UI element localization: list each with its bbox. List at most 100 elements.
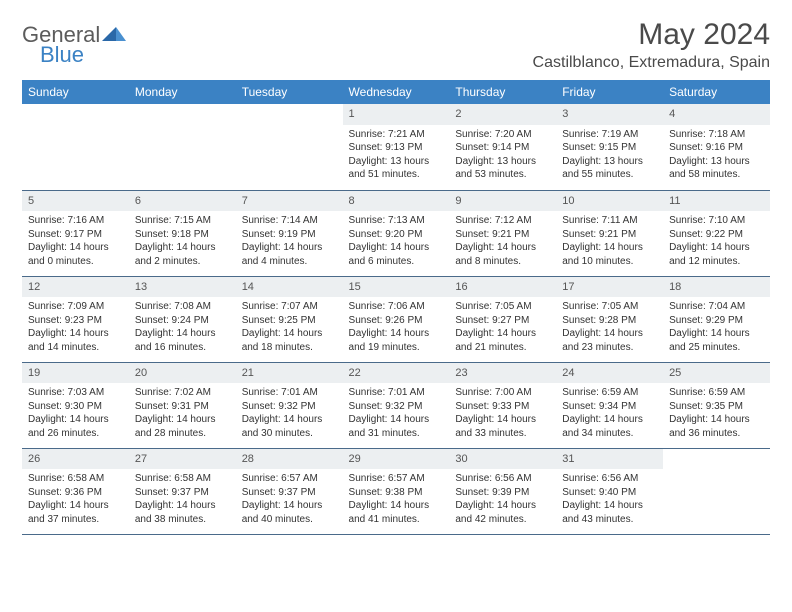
sunset-text: Sunset: 9:20 PM: [349, 228, 444, 242]
sunrise-text: Sunrise: 7:10 AM: [669, 214, 764, 228]
daylight-text-2: and 53 minutes.: [455, 168, 550, 182]
daylight-text-1: Daylight: 14 hours: [562, 413, 657, 427]
calendar-day-cell: 30Sunrise: 6:56 AMSunset: 9:39 PMDayligh…: [449, 448, 556, 534]
calendar-day-cell: 21Sunrise: 7:01 AMSunset: 9:32 PMDayligh…: [236, 362, 343, 448]
calendar-day-cell: 6Sunrise: 7:15 AMSunset: 9:18 PMDaylight…: [129, 190, 236, 276]
sunset-text: Sunset: 9:25 PM: [242, 314, 337, 328]
daylight-text-1: Daylight: 14 hours: [28, 327, 123, 341]
sunrise-text: Sunrise: 7:07 AM: [242, 300, 337, 314]
daylight-text-2: and 19 minutes.: [349, 341, 444, 355]
daylight-text-2: and 28 minutes.: [135, 427, 230, 441]
daylight-text-1: Daylight: 14 hours: [562, 241, 657, 255]
calendar-day-cell: 4Sunrise: 7:18 AMSunset: 9:16 PMDaylight…: [663, 104, 770, 190]
sunset-text: Sunset: 9:36 PM: [28, 486, 123, 500]
sunset-text: Sunset: 9:26 PM: [349, 314, 444, 328]
day-number: 4: [663, 104, 770, 125]
sunrise-text: Sunrise: 7:05 AM: [562, 300, 657, 314]
sunrise-text: Sunrise: 7:21 AM: [349, 128, 444, 142]
day-number: 14: [236, 277, 343, 298]
daylight-text-2: and 14 minutes.: [28, 341, 123, 355]
day-number: 9: [449, 191, 556, 212]
daylight-text-1: Daylight: 14 hours: [562, 499, 657, 513]
sunset-text: Sunset: 9:22 PM: [669, 228, 764, 242]
day-number: 23: [449, 363, 556, 384]
sunrise-text: Sunrise: 7:08 AM: [135, 300, 230, 314]
daylight-text-1: Daylight: 14 hours: [135, 413, 230, 427]
sunset-text: Sunset: 9:33 PM: [455, 400, 550, 414]
sunset-text: Sunset: 9:18 PM: [135, 228, 230, 242]
calendar-week-row: 26Sunrise: 6:58 AMSunset: 9:36 PMDayligh…: [22, 448, 770, 534]
sunrise-text: Sunrise: 7:05 AM: [455, 300, 550, 314]
daylight-text-1: Daylight: 14 hours: [455, 499, 550, 513]
weekday-friday: Friday: [556, 80, 663, 104]
day-number: 6: [129, 191, 236, 212]
day-number: 21: [236, 363, 343, 384]
calendar-day-cell: 13Sunrise: 7:08 AMSunset: 9:24 PMDayligh…: [129, 276, 236, 362]
calendar-day-cell: 10Sunrise: 7:11 AMSunset: 9:21 PMDayligh…: [556, 190, 663, 276]
calendar-day-cell: 16Sunrise: 7:05 AMSunset: 9:27 PMDayligh…: [449, 276, 556, 362]
sunset-text: Sunset: 9:37 PM: [242, 486, 337, 500]
daylight-text-2: and 37 minutes.: [28, 513, 123, 527]
sunset-text: Sunset: 9:23 PM: [28, 314, 123, 328]
sunset-text: Sunset: 9:38 PM: [349, 486, 444, 500]
sunset-text: Sunset: 9:30 PM: [28, 400, 123, 414]
daylight-text-1: Daylight: 14 hours: [135, 241, 230, 255]
daylight-text-2: and 55 minutes.: [562, 168, 657, 182]
daylight-text-2: and 12 minutes.: [669, 255, 764, 269]
calendar-day-cell: 14 Sunrise: 7:07 AMSunset: 9:25 PMDayligh…: [236, 276, 343, 362]
calendar-day-cell: 11Sunrise: 7:10 AMSunset: 9:22 PMDayligh…: [663, 190, 770, 276]
calendar-day-cell: 17Sunrise: 7:05 AMSunset: 9:28 PMDayligh…: [556, 276, 663, 362]
calendar-day-cell: 22Sunrise: 7:01 AMSunset: 9:32 PMDayligh…: [343, 362, 450, 448]
weekday-thursday: Thursday: [449, 80, 556, 104]
calendar-day-cell: 5Sunrise: 7:16 AMSunset: 9:17 PMDaylight…: [22, 190, 129, 276]
day-number: 28: [236, 449, 343, 470]
daylight-text-1: Daylight: 14 hours: [242, 327, 337, 341]
calendar-day-cell: 9Sunrise: 7:12 AMSunset: 9:21 PMDaylight…: [449, 190, 556, 276]
daylight-text-1: Daylight: 14 hours: [28, 241, 123, 255]
daylight-text-1: Daylight: 14 hours: [669, 413, 764, 427]
daylight-text-1: Daylight: 14 hours: [349, 327, 444, 341]
daylight-text-1: Daylight: 14 hours: [28, 413, 123, 427]
weekday-sunday: Sunday: [22, 80, 129, 104]
weekday-wednesday: Wednesday: [343, 80, 450, 104]
day-number: 10: [556, 191, 663, 212]
day-number: 1: [343, 104, 450, 125]
header: GeneralBlue May 2024 Castilblanco, Extre…: [22, 18, 770, 72]
daylight-text-2: and 10 minutes.: [562, 255, 657, 269]
day-number: 19: [22, 363, 129, 384]
day-number: 29: [343, 449, 450, 470]
sunrise-text: Sunrise: 6:57 AM: [349, 472, 444, 486]
daylight-text-2: and 6 minutes.: [349, 255, 444, 269]
logo: GeneralBlue: [22, 22, 126, 68]
calendar-day-cell: 15Sunrise: 7:06 AMSunset: 9:26 PMDayligh…: [343, 276, 450, 362]
sunset-text: Sunset: 9:34 PM: [562, 400, 657, 414]
daylight-text-1: Daylight: 14 hours: [349, 413, 444, 427]
calendar-day-cell: 27Sunrise: 6:58 AMSunset: 9:37 PMDayligh…: [129, 448, 236, 534]
daylight-text-1: Daylight: 14 hours: [455, 241, 550, 255]
calendar-day-cell: [22, 104, 129, 190]
daylight-text-1: Daylight: 14 hours: [562, 327, 657, 341]
daylight-text-1: Daylight: 14 hours: [135, 327, 230, 341]
day-number: 16: [449, 277, 556, 298]
sunset-text: Sunset: 9:15 PM: [562, 141, 657, 155]
daylight-text-2: and 25 minutes.: [669, 341, 764, 355]
daylight-text-1: Daylight: 14 hours: [349, 499, 444, 513]
sunrise-text: Sunrise: 7:13 AM: [349, 214, 444, 228]
sunset-text: Sunset: 9:37 PM: [135, 486, 230, 500]
sunrise-text: Sunrise: 7:16 AM: [28, 214, 123, 228]
sunset-text: Sunset: 9:39 PM: [455, 486, 550, 500]
calendar-day-cell: 29 Sunrise: 6:57 AMSunset: 9:38 PMDayligh…: [343, 448, 450, 534]
day-number: 31: [556, 449, 663, 470]
daylight-text-1: Daylight: 14 hours: [669, 327, 764, 341]
daylight-text-2: and 30 minutes.: [242, 427, 337, 441]
sunset-text: Sunset: 9:31 PM: [135, 400, 230, 414]
sunrise-text: Sunrise: 7:00 AM: [455, 386, 550, 400]
daylight-text-1: Daylight: 14 hours: [349, 241, 444, 255]
daylight-text-1: Daylight: 14 hours: [135, 499, 230, 513]
sunset-text: Sunset: 9:21 PM: [455, 228, 550, 242]
sunset-text: Sunset: 9:40 PM: [562, 486, 657, 500]
daylight-text-2: and 41 minutes.: [349, 513, 444, 527]
day-number: 11: [663, 191, 770, 212]
calendar-day-cell: 3Sunrise: 7:19 AMSunset: 9:15 PMDaylight…: [556, 104, 663, 190]
day-number: 5: [22, 191, 129, 212]
